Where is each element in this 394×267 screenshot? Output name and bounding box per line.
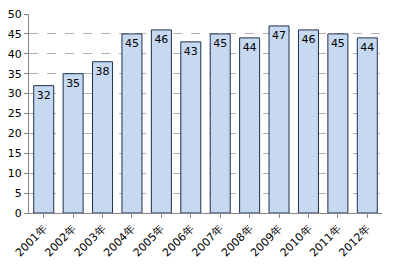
svg-text:43: 43 xyxy=(184,45,198,58)
svg-text:35: 35 xyxy=(8,68,22,81)
svg-text:0: 0 xyxy=(15,207,22,220)
svg-text:44: 44 xyxy=(243,41,257,54)
svg-text:10: 10 xyxy=(8,167,22,180)
svg-text:2003年: 2003年 xyxy=(72,223,109,260)
svg-text:46: 46 xyxy=(154,33,168,46)
svg-text:32: 32 xyxy=(37,89,51,102)
svg-text:2012年: 2012年 xyxy=(337,223,374,260)
svg-text:15: 15 xyxy=(8,147,22,160)
svg-text:45: 45 xyxy=(8,28,22,41)
svg-text:45: 45 xyxy=(213,37,227,50)
svg-text:25: 25 xyxy=(8,107,22,120)
svg-text:38: 38 xyxy=(96,65,110,78)
svg-text:5: 5 xyxy=(15,187,22,200)
svg-text:44: 44 xyxy=(360,41,374,54)
svg-text:45: 45 xyxy=(125,37,139,50)
svg-text:2006年: 2006年 xyxy=(160,223,197,260)
svg-text:2010年: 2010年 xyxy=(278,223,315,260)
svg-text:2005年: 2005年 xyxy=(131,223,168,260)
svg-text:2004年: 2004年 xyxy=(101,223,138,260)
svg-text:45: 45 xyxy=(331,37,345,50)
svg-text:35: 35 xyxy=(66,77,80,90)
svg-text:2008年: 2008年 xyxy=(219,223,256,260)
svg-text:50: 50 xyxy=(8,8,22,21)
svg-text:46: 46 xyxy=(301,33,315,46)
svg-text:2007年: 2007年 xyxy=(189,223,226,260)
svg-text:2001年: 2001年 xyxy=(13,223,50,260)
svg-text:47: 47 xyxy=(272,29,286,42)
svg-text:30: 30 xyxy=(8,87,22,100)
svg-text:20: 20 xyxy=(8,127,22,140)
svg-text:2002年: 2002年 xyxy=(42,223,79,260)
svg-text:2011年: 2011年 xyxy=(307,223,344,260)
svg-text:2009年: 2009年 xyxy=(248,223,285,260)
svg-text:40: 40 xyxy=(8,48,22,61)
